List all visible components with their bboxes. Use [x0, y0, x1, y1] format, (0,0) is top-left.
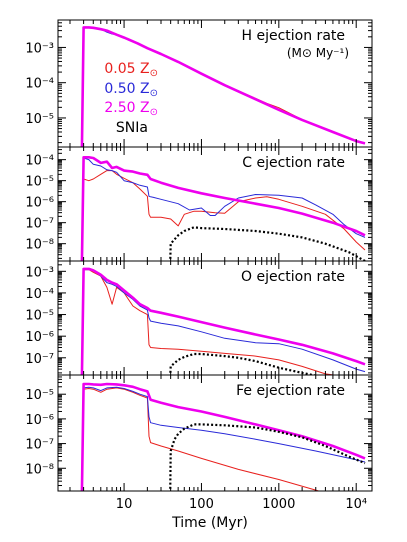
- series-line-z250: [80, 382, 366, 491]
- series-line-z050: [81, 269, 366, 375]
- x-tick-label: 10: [116, 497, 133, 512]
- series-group-1: [80, 156, 366, 261]
- x-ticks: [69, 375, 357, 491]
- x-ticks: [69, 147, 357, 261]
- x-tick-label: 10⁴: [345, 497, 367, 512]
- panel-unit-label: (M⊙ My⁻¹): [287, 46, 349, 60]
- panels-group: 10⁻³ 10⁻⁴ 10⁻⁵ H ejection rate (M⊙ My⁻¹) 10⁻⁴…: [25, 19, 373, 492]
- series-group-2: [80, 267, 366, 375]
- y-tick-label: 10⁻³: [25, 41, 54, 56]
- y-tick-label: 10⁻⁷: [25, 438, 54, 453]
- series-line-z005: [81, 170, 366, 261]
- legend: 0.05 Z⊙ 0.50 Z⊙ 2.50 Z⊙ SNIa: [104, 61, 158, 136]
- panel-title: H ejection rate: [242, 28, 346, 44]
- y-ticks: [58, 376, 372, 487]
- y-ticks: [58, 260, 372, 374]
- series-line-z050: [81, 386, 366, 491]
- y-tick-label: 10⁻⁷: [25, 217, 54, 232]
- series-group-0: [80, 26, 366, 147]
- y-tick-label: 10⁻⁴: [25, 154, 54, 169]
- panel-2: 10⁻³ 10⁻⁴ 10⁻⁵ 10⁻⁶ 10⁻⁷ O ejection rate: [25, 260, 373, 376]
- panel-title: C ejection rate: [242, 155, 345, 171]
- y-tick-label: 10⁻⁶: [25, 330, 54, 345]
- x-ticks: [69, 20, 357, 147]
- series-group-3: [80, 382, 366, 491]
- series-line-snia: [169, 352, 316, 375]
- x-ticks: [69, 261, 357, 375]
- x-tick-label: 1000: [262, 497, 295, 512]
- panel-0: 10⁻³ 10⁻⁴ 10⁻⁵ H ejection rate (M⊙ My⁻¹): [25, 19, 373, 148]
- series-line-z050: [81, 157, 366, 261]
- y-ticks: [58, 146, 372, 259]
- series-line-snia: [169, 226, 366, 261]
- panel-frame: [57, 374, 373, 492]
- legend-label-z005: 0.05 Z⊙: [104, 61, 158, 79]
- y-tick-label: 10⁻⁷: [25, 352, 54, 367]
- y-tick-label: 10⁻⁵: [25, 388, 54, 403]
- panel-title: Fe ejection rate: [236, 383, 345, 399]
- y-tick-label: 10⁻⁸: [25, 462, 54, 477]
- series-line-z250: [80, 156, 366, 261]
- y-ticks: [58, 19, 372, 144]
- legend-label-z250: 2.50 Z⊙: [104, 100, 158, 118]
- y-tick-label: 10⁻⁸: [25, 238, 54, 253]
- y-tick-label: 10⁻⁴: [25, 77, 54, 92]
- x-tick-label: 100: [189, 497, 214, 512]
- y-tick-label: 10⁻⁵: [25, 175, 54, 190]
- series-line-z005: [81, 387, 321, 491]
- y-tick-label: 10⁻⁶: [25, 413, 54, 428]
- y-tick-label: 10⁻⁵: [25, 112, 54, 127]
- y-tick-label: 10⁻⁵: [25, 309, 54, 324]
- panel-3: 10⁻⁵ 10⁻⁶ 10⁻⁷ 10⁻⁸ Fe ejection rate: [25, 374, 373, 492]
- legend-label-snia: SNIa: [116, 120, 148, 136]
- series-line-z250: [80, 267, 366, 375]
- panel-1: 10⁻⁴ 10⁻⁵ 10⁻⁶ 10⁻⁷ 10⁻⁸ C ejection rate: [25, 146, 373, 262]
- series-line-z250: [80, 26, 366, 147]
- series-line-snia: [169, 423, 366, 491]
- x-axis-label: Time (Myr): [171, 515, 248, 531]
- series-line-z005: [81, 269, 338, 375]
- y-tick-label: 10⁻³: [25, 265, 54, 280]
- panel-title: O ejection rate: [241, 269, 345, 285]
- y-tick-label: 10⁻⁶: [25, 196, 54, 211]
- legend-label-z050: 0.50 Z⊙: [104, 81, 158, 99]
- y-tick-label: 10⁻⁴: [25, 287, 54, 302]
